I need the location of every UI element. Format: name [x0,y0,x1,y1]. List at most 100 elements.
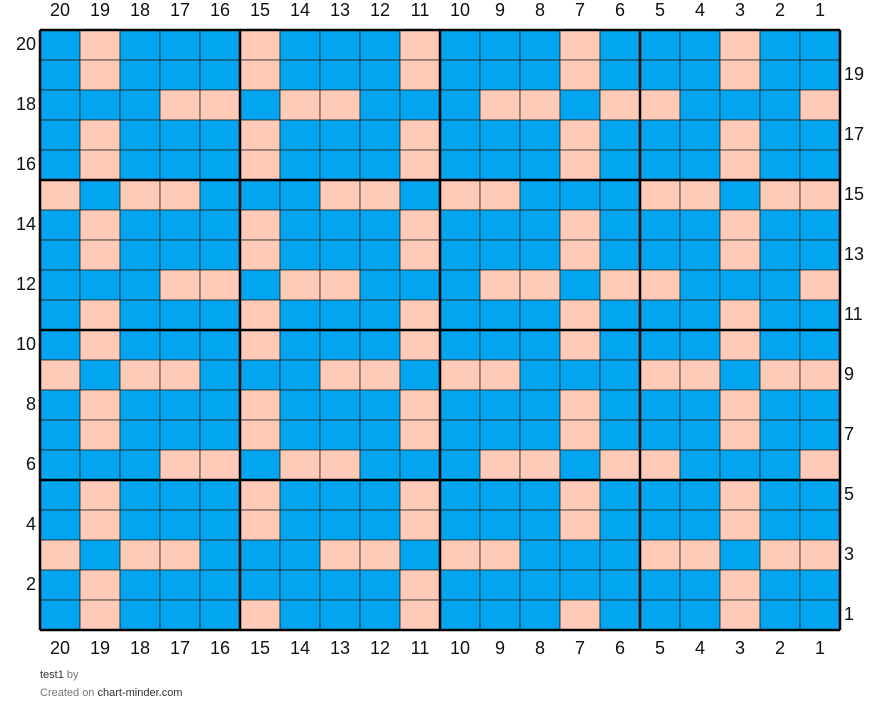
cell [759,149,801,181]
column-number: 16 [210,0,230,20]
cell [399,179,441,211]
cell [799,149,841,181]
cell [759,89,801,121]
cell [719,269,761,301]
cell [159,149,201,181]
cell [399,389,441,421]
cell [439,29,481,61]
cell [79,89,121,121]
cell [479,119,521,151]
cell [399,119,441,151]
cell [39,209,81,241]
cell [119,569,161,601]
cell [759,599,801,631]
column-number: 18 [130,638,150,658]
cell [599,389,641,421]
cell [639,389,681,421]
cell [439,419,481,451]
cell [199,479,241,511]
row-number: 12 [16,274,36,294]
cell [319,299,361,331]
cell [279,419,321,451]
cell [79,539,121,571]
cell [439,269,481,301]
by: by [67,669,79,681]
cell [279,389,321,421]
cell [639,449,681,481]
cell [199,89,241,121]
cell [559,359,601,391]
cell [519,119,561,151]
cell [399,239,441,271]
cell [319,389,361,421]
column-number: 3 [735,0,745,20]
cell [719,329,761,361]
column-number: 20 [50,0,70,20]
cell [359,269,401,301]
column-number: 8 [535,0,545,20]
cell [119,449,161,481]
column-number: 7 [575,0,585,20]
cell [199,539,241,571]
cell [639,539,681,571]
cell [199,209,241,241]
cell [639,299,681,331]
cell [519,329,561,361]
cell [199,299,241,331]
column-number: 1 [815,0,825,20]
cell [119,239,161,271]
cell [199,389,241,421]
row-number: 10 [16,334,36,354]
cell [439,569,481,601]
cell [479,29,521,61]
cell [759,449,801,481]
cell [479,239,521,271]
cell [639,599,681,631]
cell [239,149,281,181]
cell [679,569,721,601]
row-number: 18 [16,94,36,114]
cell [79,329,121,361]
cell [319,179,361,211]
column-number: 12 [370,0,390,20]
cell [719,89,761,121]
cell [279,569,321,601]
cell [79,269,121,301]
cell [519,449,561,481]
cell [199,269,241,301]
cell [359,509,401,541]
cell [439,389,481,421]
cell [719,299,761,331]
cell [39,59,81,91]
cell [79,119,121,151]
column-number: 9 [495,0,505,20]
cell [39,599,81,631]
cell [599,539,641,571]
cell [519,209,561,241]
row-number: 2 [26,574,36,594]
cell [759,239,801,271]
cell [519,419,561,451]
credit: Created on chart-minder.com [40,687,182,699]
cell [39,389,81,421]
cell [719,509,761,541]
cell [439,599,481,631]
cell [279,179,321,211]
cell [159,179,201,211]
column-number: 2 [775,0,785,20]
cell [319,29,361,61]
name: test1 [40,669,64,681]
cell [239,449,281,481]
cell [519,179,561,211]
cell [239,599,281,631]
cell [79,209,121,241]
cell [239,479,281,511]
cell [319,149,361,181]
cell [519,89,561,121]
cell [679,419,721,451]
cell [799,329,841,361]
cell [359,89,401,121]
cell [559,89,601,121]
cell [279,29,321,61]
cell [79,149,121,181]
